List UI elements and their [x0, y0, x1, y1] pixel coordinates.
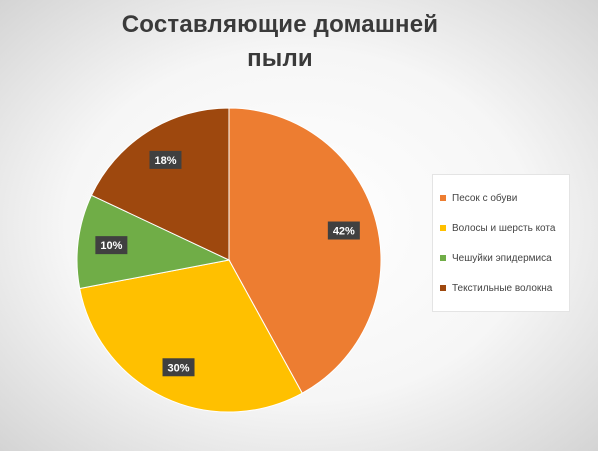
legend-label: Волосы и шерсть кота [452, 222, 556, 234]
data-label-text: 30% [168, 362, 190, 374]
data-label: 42% [327, 221, 360, 240]
pie-slice [76, 194, 231, 290]
legend-swatch [440, 225, 446, 231]
data-label: 10% [95, 236, 128, 255]
data-label-text: 18% [154, 155, 176, 167]
legend-label: Чешуйки эпидермиса [452, 252, 552, 264]
legend-item: Текстильные волокна [433, 273, 569, 303]
data-label: 30% [162, 358, 195, 377]
legend-swatch [440, 255, 446, 261]
legend-item: Песок с обуви [433, 183, 569, 213]
legend-swatch [440, 195, 446, 201]
data-label-box [327, 221, 360, 240]
pie-slice [228, 107, 382, 394]
legend-item: Чешуйки эпидермиса [433, 243, 569, 273]
data-label-box [149, 150, 182, 169]
data-label: 18% [149, 150, 182, 169]
pie-slice [79, 259, 303, 413]
legend-swatch [440, 285, 446, 291]
chart-title: Составляющие домашней пыли [121, 11, 439, 72]
legend-label: Текстильные волокна [452, 282, 553, 294]
legend: Песок с обуви Волосы и шерсть кота Чешуй… [432, 174, 570, 312]
legend-item: Волосы и шерсть кота [433, 213, 569, 243]
legend-label: Песок с обуви [452, 192, 518, 204]
data-label-box [95, 236, 128, 255]
pie-slice [90, 107, 230, 261]
data-label-text: 42% [333, 226, 355, 238]
data-label-box [162, 358, 195, 377]
data-label-text: 10% [100, 240, 122, 252]
